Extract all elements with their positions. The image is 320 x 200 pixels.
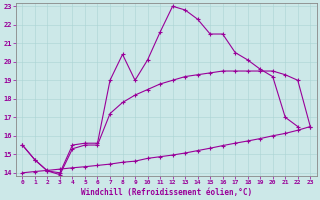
X-axis label: Windchill (Refroidissement éolien,°C): Windchill (Refroidissement éolien,°C) xyxy=(81,188,252,197)
